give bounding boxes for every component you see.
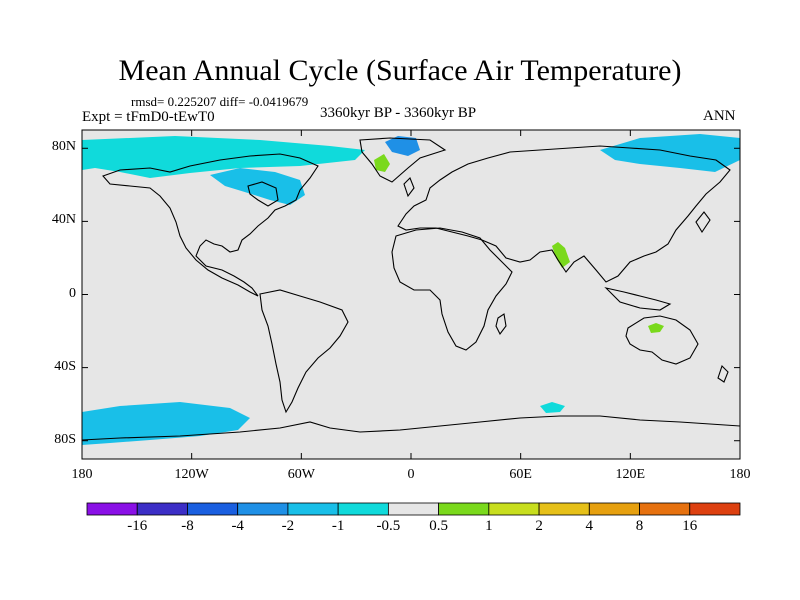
coastline-africa: [391, 227, 513, 351]
season-label: ANN: [703, 108, 736, 124]
coastline-southeast-asia: [604, 287, 672, 311]
colorbar-swatch: [187, 502, 239, 516]
colorbar-label: -2: [281, 518, 295, 534]
coastline-antarctica: [82, 415, 740, 441]
colorbar-swatch: [588, 502, 640, 516]
lon-label: 180: [71, 467, 93, 482]
lat-label: 0: [69, 285, 76, 301]
colorbar-label: 8: [635, 518, 644, 534]
anomaly-region: [385, 136, 420, 156]
lon-label: 120E: [615, 467, 646, 482]
colorbar-swatch: [387, 502, 440, 516]
coastline-north-america: [102, 153, 319, 297]
anomaly-region: [210, 168, 305, 205]
anomaly-region: [552, 242, 570, 268]
colorbar-swatch: [639, 502, 691, 516]
colorbar-swatch: [86, 502, 138, 516]
colorbar-label: 16: [682, 518, 698, 534]
colorbar-label: -0.5: [376, 518, 401, 534]
colorbar: [86, 502, 741, 516]
lon-label: 180: [729, 467, 751, 482]
colorbar-swatch: [237, 502, 289, 516]
colorbar-label: -16: [127, 518, 148, 534]
coastline-south-america: [259, 289, 349, 414]
colorbar-label: -8: [181, 518, 194, 534]
colorbar-swatch: [488, 502, 540, 516]
period-label: 3360kyr BP - 3360kyr BP: [320, 105, 477, 121]
colorbar-label: 2: [535, 518, 543, 534]
coastline-eurasia: [397, 145, 731, 283]
colorbar-label: -1: [331, 518, 345, 534]
colorbar-swatch: [689, 502, 741, 516]
coastline-madagascar: [495, 313, 507, 336]
lon-label: 0: [407, 467, 415, 482]
coastline-hudson-bay: [247, 181, 279, 207]
colorbar-label: 1: [485, 518, 493, 534]
anomaly-region: [600, 134, 740, 172]
lat-label: 80S: [54, 431, 76, 447]
colorbar-swatch: [538, 502, 590, 516]
anomaly-region: [374, 154, 390, 172]
coastline-uk: [403, 177, 415, 198]
colorbar-swatch: [287, 502, 339, 516]
stats-label: rmsd= 0.225207 diff= -0.0419679: [131, 94, 309, 109]
colorbar-swatch: [438, 502, 490, 516]
coastline-new-zealand: [717, 364, 729, 383]
coastline-greenland: [359, 137, 447, 183]
lat-label: 80N: [51, 139, 76, 155]
coastline-japan: [695, 211, 711, 234]
colorbar-swatch: [337, 502, 389, 516]
map-title: Mean Annual Cycle (Surface Air Temperatu…: [118, 54, 682, 87]
colorbar-label: 0.5: [429, 518, 448, 534]
anomaly-region: [82, 136, 365, 178]
anomaly-region: [648, 323, 664, 333]
lat-label: 40N: [51, 212, 76, 228]
lat-label: 40S: [54, 358, 76, 374]
anomaly-region: [540, 402, 565, 413]
coastline-australia: [625, 315, 699, 365]
lon-label: 60E: [509, 467, 532, 482]
experiment-label: Expt = tFmD0-tEwT0: [82, 109, 215, 125]
lon-label: 60W: [287, 467, 315, 482]
colorbar-label: -4: [231, 518, 244, 534]
lon-label: 120W: [174, 467, 209, 482]
colorbar-label: 4: [585, 518, 594, 534]
colorbar-swatch: [136, 502, 188, 516]
